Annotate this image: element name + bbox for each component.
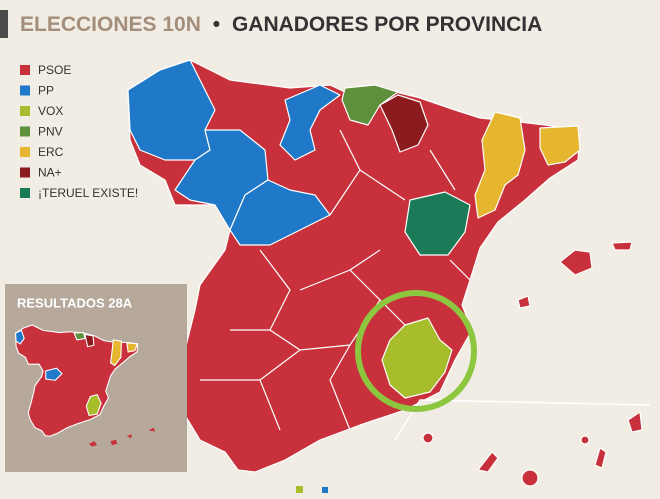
region (404, 191, 471, 256)
title-marker (0, 10, 8, 38)
region (594, 447, 607, 469)
legend: PSOE PP VOX PNV ERC NA+ ¡TERUEL EXISTE! (20, 63, 138, 200)
region (126, 342, 138, 353)
canarias-frame (394, 399, 651, 441)
region (15, 324, 139, 437)
legend-label: PSOE (38, 63, 71, 77)
region (477, 451, 499, 473)
region (84, 333, 95, 348)
legend-label: VOX (38, 104, 63, 118)
title-prefix: ELECCIONES 10N (20, 13, 201, 36)
legend-label: ¡TERUEL EXISTE! (38, 186, 138, 200)
region (296, 486, 303, 493)
region (14, 329, 25, 345)
region (279, 84, 341, 161)
region (627, 411, 643, 433)
legend-swatch (20, 126, 30, 137)
region (45, 367, 63, 381)
region (517, 295, 531, 309)
legend-label: PP (38, 84, 54, 98)
inset-title: RESULTADOS 28A (17, 295, 133, 310)
legend-label: ERC (38, 145, 64, 159)
region (521, 469, 539, 487)
inset-map (14, 324, 156, 447)
region (73, 331, 86, 341)
region (379, 94, 429, 153)
legend-label: PNV (38, 125, 63, 139)
region (110, 339, 122, 367)
province-borders (200, 129, 471, 431)
region (539, 125, 581, 166)
legend-swatch (20, 85, 30, 96)
region (611, 241, 633, 251)
region (174, 129, 269, 231)
legend-swatch (20, 188, 30, 198)
title-separator: • (213, 13, 220, 36)
legend-swatch (20, 167, 30, 178)
region (381, 317, 453, 399)
legend-swatch (20, 147, 30, 157)
title: ELECCIONES 10N • GANADORES POR PROVINCIA (20, 13, 542, 36)
region (559, 249, 593, 276)
region (474, 111, 526, 219)
legend-swatch (20, 65, 30, 75)
legend-swatch (20, 106, 30, 116)
region (422, 432, 434, 444)
region (85, 394, 102, 417)
region (580, 435, 590, 445)
region (89, 427, 156, 447)
region (341, 84, 399, 126)
legend-label: NA+ (38, 166, 62, 180)
region (229, 179, 331, 246)
title-main: GANADORES POR PROVINCIA (232, 13, 542, 36)
region (322, 487, 328, 493)
highlight-circle (355, 290, 477, 412)
